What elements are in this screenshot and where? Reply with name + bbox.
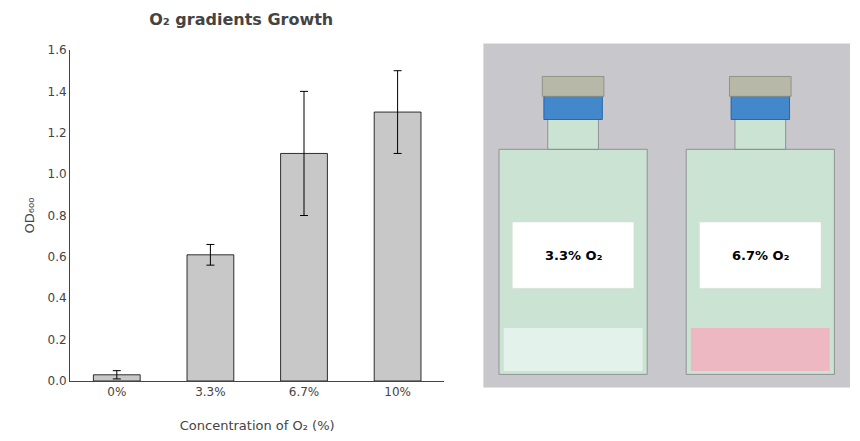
svg-text:1.0: 1.0 — [48, 167, 67, 181]
svg-text:0.8: 0.8 — [48, 209, 67, 223]
svg-text:6.7%: 6.7% — [289, 385, 320, 399]
svg-text:O₂ gradients Growth: O₂ gradients Growth — [149, 10, 333, 29]
svg-text:1.6: 1.6 — [48, 43, 67, 57]
svg-text:10%: 10% — [384, 385, 411, 399]
svg-text:0.4: 0.4 — [48, 291, 67, 305]
svg-text:0.2: 0.2 — [48, 333, 67, 347]
svg-text:1.4: 1.4 — [48, 85, 67, 99]
svg-text:6.7% O₂: 6.7% O₂ — [732, 248, 789, 263]
svg-text:0.0: 0.0 — [48, 374, 67, 388]
svg-text:Concentration of O₂ (%): Concentration of O₂ (%) — [180, 418, 335, 433]
svg-text:0.6: 0.6 — [48, 250, 67, 264]
svg-text:3.3%: 3.3% — [195, 385, 226, 399]
svg-text:OD₆₀₀: OD₆₀₀ — [22, 198, 37, 234]
svg-text:3.3% O₂: 3.3% O₂ — [545, 248, 602, 263]
svg-text:1.2: 1.2 — [48, 126, 67, 140]
svg-text:0%: 0% — [107, 385, 126, 399]
